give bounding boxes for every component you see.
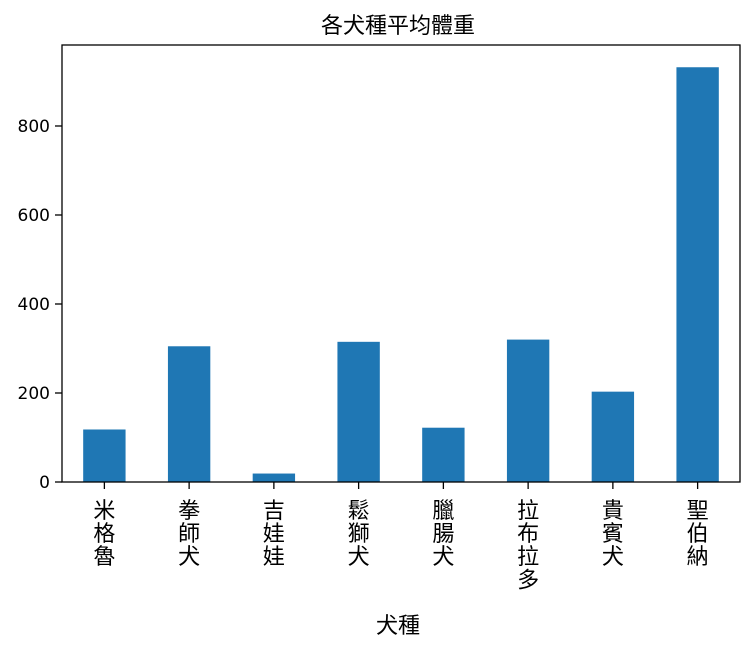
x-tick-label: 聖伯納 xyxy=(687,499,709,570)
x-tick-label: 米格魯 xyxy=(93,499,115,570)
chart-title: 各犬種平均體重 xyxy=(321,14,475,39)
y-tick-label: 400 xyxy=(18,295,50,315)
bars xyxy=(83,67,719,482)
bar-5 xyxy=(422,427,465,482)
y-tick-label: 0 xyxy=(39,473,50,493)
x-tick-label: 拳師犬 xyxy=(178,499,200,570)
y-tick-label: 600 xyxy=(18,206,50,226)
bar-6 xyxy=(506,339,550,482)
x-tick-label: 吉娃娃 xyxy=(263,499,285,570)
bar-8 xyxy=(676,67,719,482)
bar-4 xyxy=(337,341,380,482)
x-tick-label: 拉布拉多 xyxy=(517,499,539,593)
bar-3 xyxy=(252,473,296,482)
x-axis-title: 犬種 xyxy=(376,614,420,639)
y-tick-label: 200 xyxy=(18,384,50,404)
x-tick-label: 鬆獅犬 xyxy=(348,499,370,570)
bar-1 xyxy=(83,429,126,482)
bar-2 xyxy=(167,346,211,482)
plot-frame xyxy=(61,44,741,483)
x-tick-label: 臘腸犬 xyxy=(432,499,454,570)
bar-7 xyxy=(591,391,635,482)
x-axis: 米格魯 拳師犬 吉娃娃 鬆獅犬 臘腸犬 拉布拉多 貴賓犬 聖伯納 xyxy=(93,482,709,593)
y-tick-label: 800 xyxy=(18,117,50,137)
y-axis: 0 200 400 600 800 xyxy=(18,117,62,493)
x-tick-label: 貴賓犬 xyxy=(602,499,624,570)
